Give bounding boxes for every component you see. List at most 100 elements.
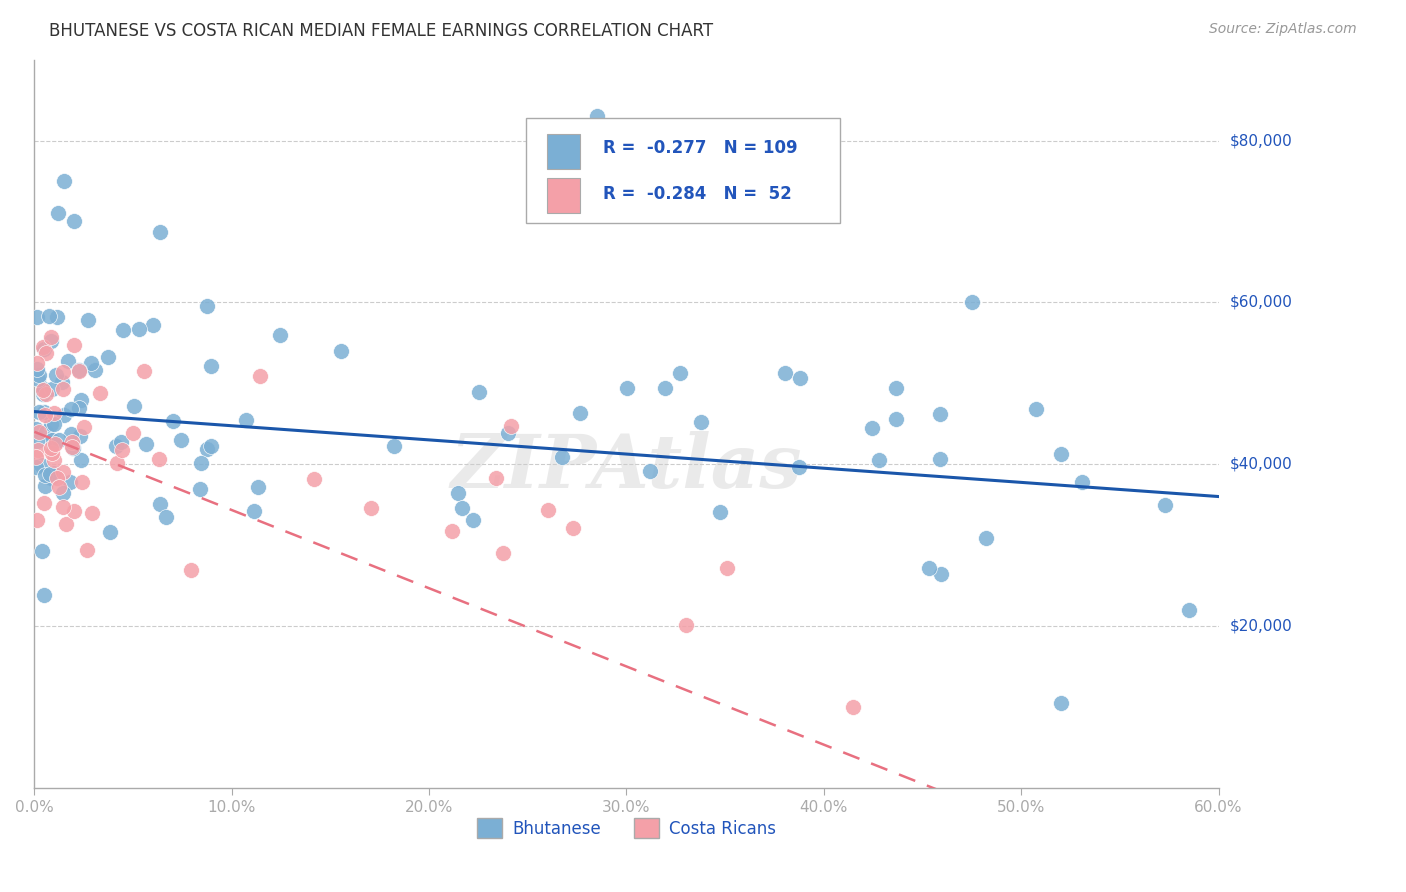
Text: $40,000: $40,000	[1230, 457, 1292, 472]
Point	[170, 433, 193, 447]
Point	[28, 405, 51, 419]
Point	[569, 406, 592, 420]
Point	[31, 544, 53, 558]
Point	[44, 436, 66, 450]
Point	[59, 475, 82, 490]
Point	[868, 453, 890, 467]
Point	[60, 440, 83, 454]
Point	[451, 500, 474, 515]
Point	[69, 364, 91, 378]
FancyBboxPatch shape	[547, 134, 581, 169]
Point	[25, 362, 48, 376]
Point	[501, 418, 523, 433]
Text: $80,000: $80,000	[1230, 133, 1292, 148]
Point	[1154, 498, 1177, 512]
Point	[440, 524, 463, 539]
Point	[484, 471, 506, 485]
Point	[111, 443, 134, 458]
Point	[122, 425, 145, 440]
Point	[142, 318, 165, 332]
Point	[31, 384, 53, 398]
Point	[41, 446, 63, 460]
Text: BHUTANESE VS COSTA RICAN MEDIAN FEMALE EARNINGS CORRELATION CHART: BHUTANESE VS COSTA RICAN MEDIAN FEMALE E…	[49, 22, 713, 40]
Point	[34, 408, 56, 422]
Point	[27, 310, 49, 325]
Point	[69, 453, 91, 467]
Point	[70, 475, 93, 489]
Point	[188, 482, 211, 496]
Point	[551, 450, 574, 464]
Text: $20,000: $20,000	[1230, 618, 1292, 633]
Point	[155, 510, 177, 524]
Point	[195, 442, 218, 456]
Point	[180, 563, 202, 577]
Point	[39, 330, 62, 344]
Point	[62, 337, 84, 351]
Point	[789, 370, 811, 384]
Point	[48, 433, 70, 447]
Point	[51, 376, 73, 390]
Point	[468, 385, 491, 400]
Point	[195, 299, 218, 313]
Point	[382, 439, 405, 453]
Point	[59, 401, 82, 416]
Point	[30, 458, 52, 473]
Point	[132, 364, 155, 378]
Point	[586, 109, 609, 123]
Point	[929, 566, 952, 581]
Point	[243, 503, 266, 517]
Point	[98, 524, 121, 539]
Point	[928, 407, 950, 421]
Point	[974, 531, 997, 545]
Point	[82, 507, 104, 521]
Point	[42, 467, 65, 481]
Point	[269, 327, 291, 342]
Point	[675, 617, 697, 632]
Point	[190, 456, 212, 470]
Point	[25, 422, 48, 436]
Point	[884, 381, 907, 395]
Point	[111, 323, 134, 337]
Point	[447, 485, 470, 500]
Point	[41, 470, 63, 484]
Point	[960, 295, 983, 310]
Point	[39, 334, 62, 348]
Point	[34, 479, 56, 493]
Point	[42, 417, 65, 431]
Point	[52, 465, 75, 479]
Point	[31, 340, 53, 354]
Point	[45, 310, 67, 324]
Point	[32, 495, 55, 509]
Point	[200, 439, 222, 453]
Point	[360, 500, 382, 515]
Point	[27, 372, 49, 386]
Point	[616, 381, 638, 395]
Point	[148, 451, 170, 466]
Point	[842, 700, 865, 714]
Point	[52, 382, 75, 396]
Point	[34, 346, 56, 360]
Point	[25, 450, 48, 464]
Point	[918, 561, 941, 575]
Point	[463, 513, 485, 527]
Point	[56, 353, 79, 368]
Point	[97, 350, 120, 364]
Point	[689, 415, 711, 429]
Point	[1050, 447, 1073, 461]
Point	[862, 420, 884, 434]
Point	[329, 344, 352, 359]
Text: Source: ZipAtlas.com: Source: ZipAtlas.com	[1209, 22, 1357, 37]
Point	[34, 382, 56, 396]
Point	[35, 386, 58, 401]
Point	[537, 503, 560, 517]
Point	[562, 521, 585, 535]
Point	[48, 480, 70, 494]
Point	[28, 368, 51, 382]
Point	[60, 435, 83, 450]
Point	[928, 452, 950, 467]
Point	[28, 425, 51, 439]
Point	[67, 363, 90, 377]
Point	[62, 504, 84, 518]
Point	[32, 588, 55, 602]
Point	[41, 417, 63, 432]
